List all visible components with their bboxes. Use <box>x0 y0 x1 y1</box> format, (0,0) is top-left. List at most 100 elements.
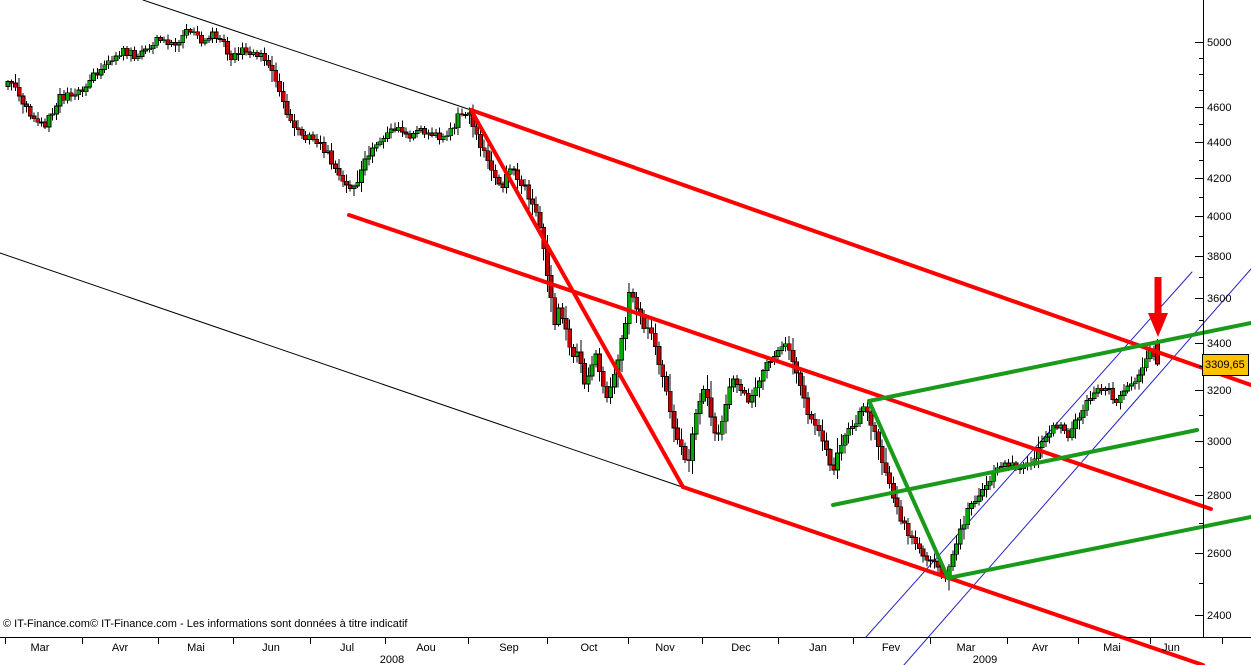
candle-down <box>9 81 15 84</box>
candle-down <box>913 537 919 545</box>
candle-down <box>158 37 163 42</box>
candle-down <box>790 349 796 363</box>
candle-down <box>13 82 18 88</box>
candle-down <box>299 129 305 136</box>
candle-down <box>578 351 584 364</box>
candle-down <box>485 150 491 162</box>
candle-down <box>530 198 535 205</box>
candle-up <box>448 127 454 137</box>
candle-down <box>187 29 193 33</box>
candle-up <box>50 113 56 116</box>
candle-down <box>805 397 811 415</box>
trendline-red-midline <box>347 213 1213 511</box>
candle-up <box>1125 385 1131 392</box>
candle-up <box>351 185 357 190</box>
candle-up <box>1117 395 1123 404</box>
candle-up <box>232 52 238 61</box>
candle-down <box>649 327 654 334</box>
candle-up <box>206 38 212 41</box>
y-axis-label: 4200 <box>1207 173 1231 185</box>
candle-down <box>652 332 658 347</box>
candle-down <box>515 169 521 181</box>
candle-down <box>292 120 297 129</box>
candle-up <box>957 528 963 545</box>
candle-up <box>1073 419 1079 430</box>
candle-down <box>872 424 878 433</box>
x-axis-month-label: Dec <box>731 642 751 654</box>
candle-down <box>109 60 115 63</box>
candle-up <box>87 80 93 88</box>
candle-up <box>976 495 982 502</box>
x-axis-month-label: Oct <box>580 642 597 654</box>
candle-up <box>972 501 978 504</box>
candle-down <box>213 31 219 39</box>
x-axis-year-label: 2009 <box>973 654 997 665</box>
candle-up <box>857 411 863 425</box>
candle-up <box>358 169 364 183</box>
candle-down <box>664 376 669 392</box>
x-axis-year-label: 2008 <box>380 654 404 665</box>
trendline-green-channel-lower <box>946 515 1251 580</box>
x-axis-month-label: Nov <box>655 642 675 654</box>
candle-down <box>217 38 223 40</box>
candle-up <box>1143 358 1149 369</box>
candle-up <box>589 364 595 377</box>
candle-up <box>414 130 420 134</box>
candle-up <box>46 114 52 128</box>
candle-down <box>868 411 874 426</box>
candle-up <box>954 543 959 555</box>
y-axis-label: 3600 <box>1207 293 1231 305</box>
candle-up <box>749 395 755 403</box>
candle-down <box>917 543 922 550</box>
candle-down <box>820 430 826 442</box>
candle-down <box>492 169 498 178</box>
candle-up <box>969 503 974 509</box>
candle-down <box>742 389 747 394</box>
candle-up <box>1091 392 1097 399</box>
y-axis-label: 2400 <box>1207 610 1231 622</box>
candle-down <box>708 397 714 418</box>
y-axis-label: 5000 <box>1207 37 1231 49</box>
y-axis-label: 3000 <box>1207 436 1231 448</box>
candle-down <box>704 389 710 399</box>
candle-down <box>548 275 554 299</box>
candle-up <box>65 92 70 101</box>
candle-up <box>619 338 625 361</box>
candle-down <box>1062 424 1067 432</box>
candle-down <box>797 372 803 387</box>
candle-up <box>76 89 82 96</box>
candle-down <box>329 150 335 165</box>
candle-down <box>288 114 294 122</box>
candle-down <box>132 49 137 60</box>
y-axis-label: 2800 <box>1207 490 1231 502</box>
candle-down <box>221 39 227 43</box>
candle-down <box>786 343 792 351</box>
candle-up <box>760 370 766 382</box>
x-axis-month-label: Sep <box>499 642 519 654</box>
candle-up <box>697 400 703 415</box>
candle-down <box>600 370 606 387</box>
candle-up <box>585 375 591 385</box>
candle-up <box>135 56 141 60</box>
trendline-black-channel-upper <box>142 0 472 111</box>
y-axis-label: 4600 <box>1207 102 1231 114</box>
candle-down <box>537 211 543 228</box>
candle-down <box>511 168 517 171</box>
x-axis-month-label: Mar <box>31 642 50 654</box>
candle-up <box>987 480 993 486</box>
candle-down <box>712 416 718 434</box>
candle-down <box>422 128 428 135</box>
candle-down <box>24 103 30 108</box>
trendline-green-midline <box>831 428 1199 507</box>
x-axis-month-label: Mai <box>187 642 205 654</box>
x-axis-month-label: Avr <box>112 642 129 654</box>
candle-up <box>1036 447 1041 460</box>
candle-up <box>611 373 617 388</box>
candle-up <box>451 127 457 130</box>
candle-up <box>507 168 513 175</box>
candle-down <box>1110 388 1116 400</box>
candle-down <box>898 506 904 522</box>
last-price-badge: 3309,65 <box>1202 354 1249 376</box>
